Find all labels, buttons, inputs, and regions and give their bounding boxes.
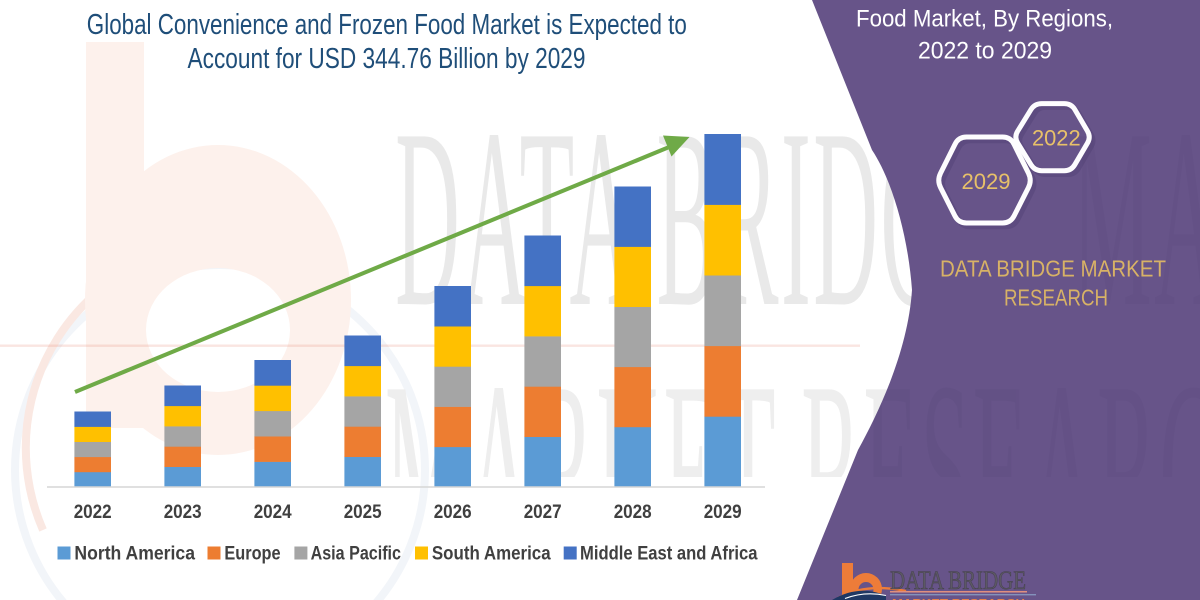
svg-text:2029: 2029: [704, 501, 742, 523]
svg-text:2024: 2024: [254, 501, 292, 523]
svg-text:2026: 2026: [434, 501, 472, 523]
svg-text:2027: 2027: [524, 501, 562, 523]
svg-text:DATA BRIDGE: DATA BRIDGE: [890, 566, 1026, 595]
svg-text:MARKET: MARKET: [1072, 77, 1200, 360]
svg-text:2029: 2029: [962, 169, 1011, 194]
svg-text:MARKET RESEARCH: MARKET RESEARCH: [892, 598, 1025, 600]
svg-text:Middle East and Africa: Middle East and Africa: [580, 543, 758, 565]
svg-text:2023: 2023: [164, 501, 202, 523]
svg-text:Asia Pacific: Asia Pacific: [311, 543, 402, 565]
svg-text:Food Market, By Regions,: Food Market, By Regions,: [856, 6, 1113, 33]
svg-text:DATA BRIDGE MARKET: DATA BRIDGE MARKET: [940, 256, 1166, 282]
svg-text:2022 to 2029: 2022 to 2029: [918, 38, 1052, 65]
svg-text:2028: 2028: [614, 501, 652, 523]
svg-text:Account for USD 344.76 Billion: Account for USD 344.76 Billion by 2029: [188, 43, 586, 75]
svg-text:2022: 2022: [74, 501, 112, 523]
svg-text:RESEARCH: RESEARCH: [1004, 285, 1108, 311]
svg-text:Global Convenience and Frozen: Global Convenience and Frozen Food Marke…: [87, 9, 687, 41]
svg-text:2025: 2025: [344, 501, 382, 523]
svg-text:2022: 2022: [1032, 125, 1081, 150]
svg-text:South America: South America: [432, 543, 551, 565]
svg-text:North America: North America: [74, 543, 195, 565]
svg-text:Europe: Europe: [224, 543, 280, 565]
